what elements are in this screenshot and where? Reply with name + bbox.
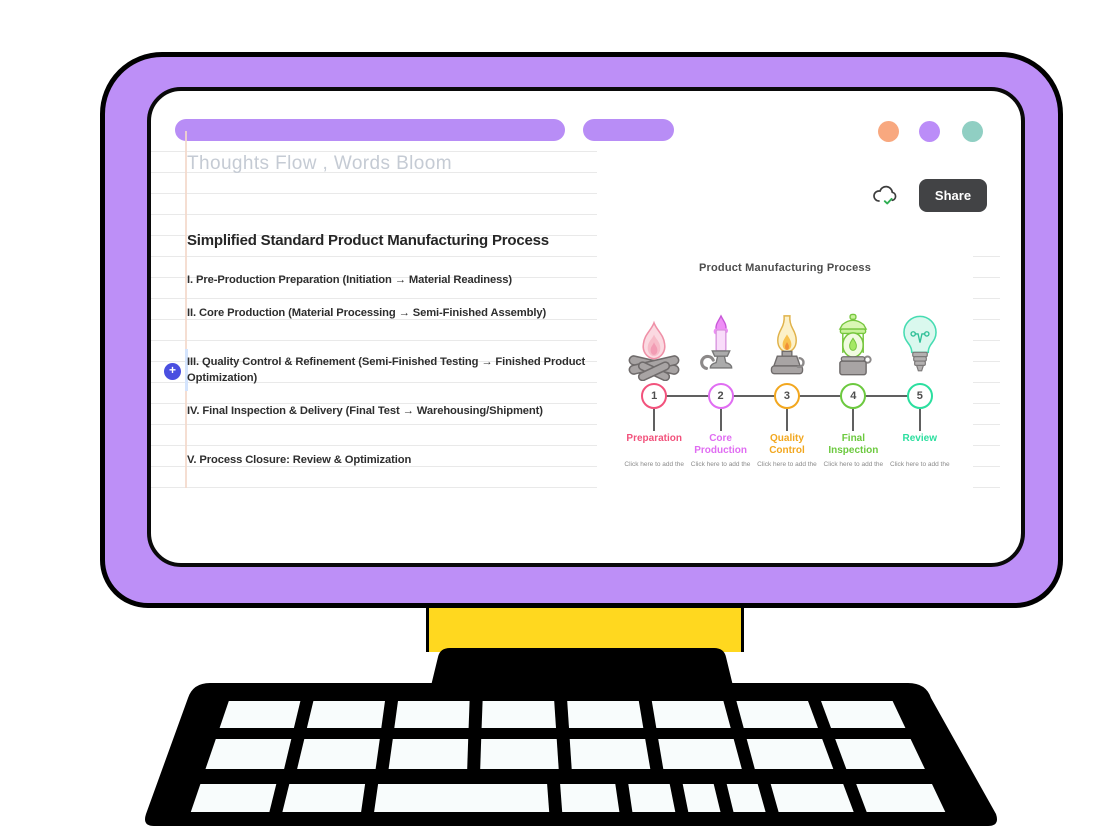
lightbulb-icon xyxy=(892,305,948,381)
document-title-placeholder[interactable]: Thoughts Flow , Words Bloom xyxy=(187,153,452,174)
keyboard-key xyxy=(297,739,380,769)
share-button[interactable]: Share xyxy=(919,179,987,212)
step-number-circle: 2 xyxy=(707,383,734,409)
keyboard-key xyxy=(394,701,470,728)
keyboard-key xyxy=(388,739,469,769)
keyboard-key xyxy=(651,701,731,728)
active-block-indicator xyxy=(185,349,188,391)
add-block-button[interactable]: + xyxy=(164,363,181,380)
keyboard-key xyxy=(746,739,834,769)
monitor-stand xyxy=(426,600,744,652)
step-caption[interactable]: Click here to add the xyxy=(823,461,884,468)
keyboard-key xyxy=(205,739,292,769)
step-stem xyxy=(719,409,722,431)
step-caption[interactable]: Click here to add the xyxy=(889,461,950,468)
outline-item[interactable]: V. Process Closure: Review & Optimizatio… xyxy=(187,454,412,466)
keyboard-key xyxy=(374,784,550,812)
keyboard-key xyxy=(682,784,721,812)
keyboard-key xyxy=(835,739,925,769)
step-stem xyxy=(852,409,855,431)
keyboard-key xyxy=(628,784,676,812)
outline-item[interactable]: III. Quality Control & Refinement (Semi-… xyxy=(187,356,586,385)
diagram-step[interactable]: 1 Preparation Click here to add the xyxy=(621,305,687,468)
keyboard-key xyxy=(480,739,559,769)
diagram-title: Product Manufacturing Process xyxy=(698,262,872,274)
timeline: 1 Preparation Click here to add the xyxy=(621,305,953,468)
keyboard-key xyxy=(726,784,766,812)
app-window: Thoughts Flow , Words Bloom Simplified S… xyxy=(147,87,1025,567)
step-label: Preparation xyxy=(626,433,682,444)
step-stem xyxy=(785,409,788,431)
step-label: Quality Control xyxy=(769,433,805,456)
keyboard-key xyxy=(481,701,556,728)
keyboard-key xyxy=(569,739,651,769)
outline-item[interactable]: IV. Final Inspection & Delivery (Final T… xyxy=(187,405,543,417)
step-stem xyxy=(918,409,921,431)
oil-lamp-icon xyxy=(759,305,815,381)
cloud-sync-icon[interactable] xyxy=(871,182,898,209)
step-caption[interactable]: Click here to add the xyxy=(757,461,817,468)
diagram-step[interactable]: 5 Review Click here to add the xyxy=(887,305,953,468)
keyboard-pedestal xyxy=(430,648,734,690)
diagram-step[interactable]: 2 Core Production Click here to add the xyxy=(687,305,753,468)
keyboard-key xyxy=(306,701,385,728)
step-number-circle: 4 xyxy=(840,383,867,409)
keyboard-key xyxy=(856,784,946,812)
step-number: 1 xyxy=(651,390,658,402)
keyboard-key xyxy=(821,701,906,728)
keyboard-key xyxy=(770,784,854,812)
keyboard-key xyxy=(219,701,301,728)
keyboard-key xyxy=(736,701,818,728)
step-number: 5 xyxy=(916,390,923,402)
candle-icon xyxy=(693,305,749,381)
keyboard-key xyxy=(560,784,620,812)
step-number: 3 xyxy=(783,390,791,402)
keyboard-key xyxy=(567,701,644,728)
keyboard-key xyxy=(190,784,277,812)
diagram-step[interactable]: 4 Final Inspection Click here to add the xyxy=(820,305,886,468)
lantern-icon xyxy=(825,305,881,381)
step-stem xyxy=(653,409,656,431)
step-number: 4 xyxy=(850,390,857,402)
document-heading[interactable]: Simplified Standard Product Manufacturin… xyxy=(187,232,549,249)
keyboard-key xyxy=(658,739,742,769)
step-caption[interactable]: Click here to add the xyxy=(624,461,684,468)
step-label: Core Production xyxy=(694,433,747,456)
outline-item[interactable]: I. Pre-Production Preparation (Initiatio… xyxy=(187,274,513,286)
step-label: Review xyxy=(902,433,937,444)
outline-item[interactable]: II. Core Production (Material Processing… xyxy=(187,307,547,319)
step-number-circle: 3 xyxy=(773,383,800,409)
campfire-icon xyxy=(623,305,685,381)
keyboard xyxy=(145,683,997,826)
diagram-step[interactable]: 3 Quality Control Click here to add the xyxy=(754,305,820,468)
step-number-circle: 1 xyxy=(641,383,668,409)
step-number: 2 xyxy=(717,390,724,402)
step-label: Final Inspection xyxy=(828,433,879,456)
keyboard-key xyxy=(282,784,366,812)
monitor-bezel: Thoughts Flow , Words Bloom Simplified S… xyxy=(100,52,1063,608)
step-number-circle: 5 xyxy=(906,383,933,409)
step-caption[interactable]: Click here to add the xyxy=(690,461,751,468)
notebook-margin-line xyxy=(185,131,187,488)
